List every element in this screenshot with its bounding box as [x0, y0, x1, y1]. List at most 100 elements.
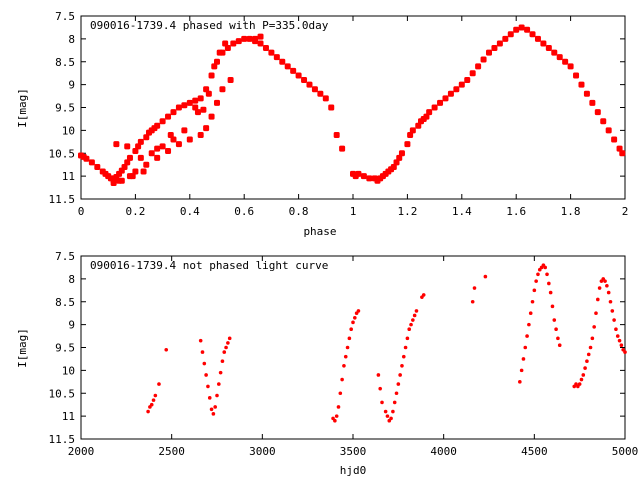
phased-data-point	[562, 58, 569, 65]
phased-data-point	[208, 72, 215, 79]
phased-data-point	[453, 86, 460, 93]
unphased-x-tick-label: 2000	[68, 445, 95, 458]
unphased-data-point	[596, 297, 600, 302]
unphased-data-point	[614, 327, 618, 332]
phased-data-point	[567, 63, 574, 70]
phased-data-point	[170, 109, 177, 116]
phased-data-point	[235, 38, 242, 45]
unphased-data-point	[333, 418, 337, 423]
unphased-data-point	[220, 359, 225, 364]
unphased-data-point	[536, 272, 540, 277]
phased-data-point	[110, 175, 117, 182]
phased-data-point	[246, 35, 253, 42]
phased-data-point	[154, 145, 161, 152]
phased-x-axis-label: phase	[303, 225, 336, 238]
phased-data-point	[110, 179, 117, 186]
phased-data-point	[295, 72, 302, 79]
phased-data-point	[143, 161, 150, 168]
phased-x-tick-label: 1.6	[506, 205, 526, 218]
unphased-data-point	[518, 380, 522, 384]
unphased-data-point	[336, 405, 341, 409]
phased-data-point	[600, 118, 607, 125]
unphased-data-point	[608, 299, 613, 304]
unphased-y-tick-label: 9.5	[55, 342, 75, 355]
unphased-data-point	[552, 318, 557, 322]
phased-x-tick-label: 0.4	[180, 205, 200, 218]
phased-data-point	[458, 81, 465, 88]
unphased-data-point	[523, 345, 528, 350]
unphased-data-point	[421, 293, 426, 297]
phased-data-point	[464, 77, 471, 84]
phased-axis-ticks: 0 0.2 0.4 0.6 0.8 1 1.2 1.4 1.6 1.8 2 7.5 8 8.5 9 9.5 10…	[49, 10, 629, 218]
phased-data-point	[137, 138, 144, 145]
phased-data-point	[257, 33, 264, 40]
phased-data-point	[524, 26, 531, 33]
unphased-y-tick-label: 7.5	[55, 250, 75, 263]
unphased-data-point	[411, 318, 415, 322]
phased-x-tick-label: 1.2	[397, 205, 417, 218]
unphased-data-point	[211, 412, 216, 416]
phased-data-point	[491, 45, 498, 52]
unphased-data-point	[227, 336, 232, 341]
phased-data-point	[113, 141, 120, 148]
unphased-data-point	[528, 311, 533, 315]
unphased-data-point	[603, 279, 607, 283]
phased-data-point	[197, 131, 204, 138]
phased-data-point	[442, 95, 449, 102]
unphased-data-point	[380, 400, 384, 405]
phased-data-point	[311, 86, 318, 93]
phased-y-tick-label: 8.5	[55, 56, 75, 69]
unphased-data-point	[218, 370, 223, 375]
unphased-data-point	[586, 352, 591, 357]
phased-data-point	[227, 77, 234, 84]
phased-data-point	[518, 24, 525, 31]
phased-data-point	[496, 40, 503, 47]
phased-data-point	[573, 72, 580, 79]
phased-y-tick-label: 7.5	[55, 10, 75, 23]
phased-data-point	[306, 81, 313, 88]
phased-data-point	[211, 63, 218, 70]
phased-data-point	[205, 90, 212, 97]
phased-data-point	[486, 49, 492, 56]
unphased-data-point	[215, 393, 219, 398]
unphased-data-point	[403, 345, 408, 350]
unphased-data-point	[545, 272, 549, 277]
phased-data-point	[529, 31, 536, 38]
phased-data-point	[197, 95, 204, 102]
phased-data-point	[513, 26, 520, 33]
unphased-data-point	[619, 343, 624, 348]
unphased-data-point	[530, 299, 535, 304]
unphased-data-point	[472, 286, 477, 290]
unphased-data-point	[209, 407, 214, 412]
phased-data-point	[475, 63, 482, 70]
phased-data-point	[132, 168, 139, 175]
unphased-data-point	[206, 384, 210, 389]
unphased-data-point	[534, 279, 538, 283]
phased-data-point	[317, 90, 324, 97]
phased-data-point	[273, 54, 280, 61]
unphased-y-tick-label: 11.5	[49, 433, 76, 446]
unphased-data-point	[521, 357, 526, 361]
unphased-data-point	[470, 299, 475, 304]
phased-data-point	[148, 150, 155, 157]
phased-data-point	[360, 173, 367, 180]
phased-data-point	[404, 141, 411, 148]
unphased-data-point	[207, 396, 212, 400]
phased-data-point	[83, 155, 90, 162]
unphased-data-point	[401, 354, 406, 359]
phased-y-tick-label: 10.5	[49, 147, 76, 160]
phased-data-point	[154, 154, 161, 161]
phased-data-point	[216, 49, 223, 56]
unphased-data-point	[343, 354, 348, 359]
phased-data-point	[159, 143, 166, 150]
phased-data-point	[175, 141, 182, 148]
unphased-data-point	[376, 373, 381, 377]
phased-data-points	[78, 24, 626, 186]
phased-data-point	[431, 104, 438, 111]
unphased-y-tick-label: 8.5	[55, 296, 75, 309]
phased-data-point	[88, 159, 95, 166]
unphased-data-point	[592, 325, 596, 329]
phased-data-point	[181, 102, 188, 109]
phased-data-point	[328, 104, 335, 111]
